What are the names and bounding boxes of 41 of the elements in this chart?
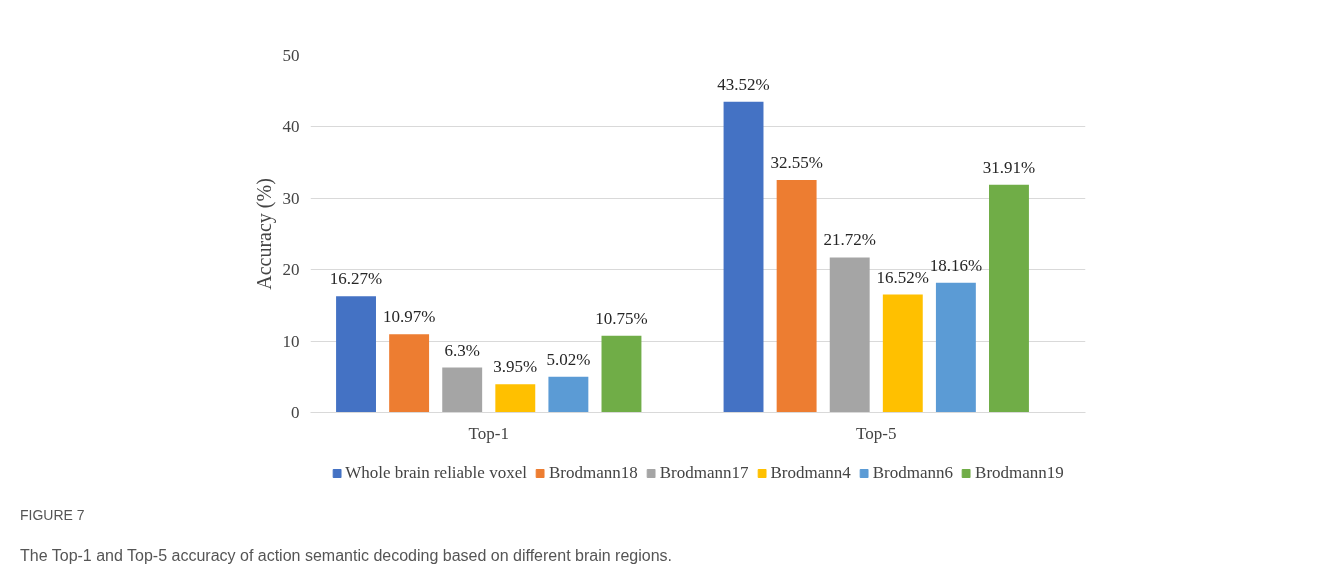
bar [829, 257, 870, 413]
data-label: 5.02% [546, 349, 591, 369]
y-tick-label: 0 [291, 403, 300, 422]
data-label: 21.72% [823, 230, 876, 250]
bar [935, 282, 976, 413]
y-axis-title: Accuracy (%) [252, 178, 276, 290]
data-label: 43.52% [717, 74, 770, 94]
data-label: 16.27% [329, 269, 383, 289]
data-label: 6.3% [444, 340, 480, 360]
bar [548, 376, 589, 413]
x-tick-label: Top-1 [468, 423, 509, 443]
data-label: 10.97% [382, 307, 436, 327]
x-tick-label: Top-5 [856, 423, 897, 443]
y-tick-label: 10 [282, 331, 300, 351]
y-tick-label: 40 [282, 117, 300, 137]
bar [336, 296, 376, 413]
legend-label: Brodmann6 [872, 462, 954, 483]
bar [495, 384, 536, 413]
legend-label: Whole brain reliable voxel [345, 462, 527, 483]
data-label: 3.95% [493, 357, 538, 377]
bar [601, 335, 642, 413]
legend-label: Brodmann18 [548, 462, 638, 483]
y-tick-label: 20 [282, 260, 300, 280]
y-tick-label: 30 [282, 188, 300, 208]
bar [389, 334, 430, 413]
legend-label: Brodmann17 [659, 462, 749, 483]
bar [882, 294, 923, 413]
legend-label: Brodmann19 [975, 462, 1064, 483]
bar [989, 184, 1029, 413]
legend-label: Brodmann4 [770, 462, 851, 483]
data-label: 16.52% [876, 267, 930, 287]
bar [776, 180, 817, 413]
bar [442, 367, 483, 413]
data-label: 32.55% [770, 153, 823, 173]
data-label: 18.16% [929, 255, 983, 275]
caption: FIGURE 7 [20, 506, 85, 525]
text: The Top-1 and Top-5 accuracy of action semantic decoding based on different brain regions. [20, 546, 672, 566]
bar [723, 101, 764, 413]
y-tick-label: 50 [282, 46, 300, 65]
data-label: 31.91% [982, 157, 1036, 177]
data-label: 10.75% [595, 308, 648, 328]
